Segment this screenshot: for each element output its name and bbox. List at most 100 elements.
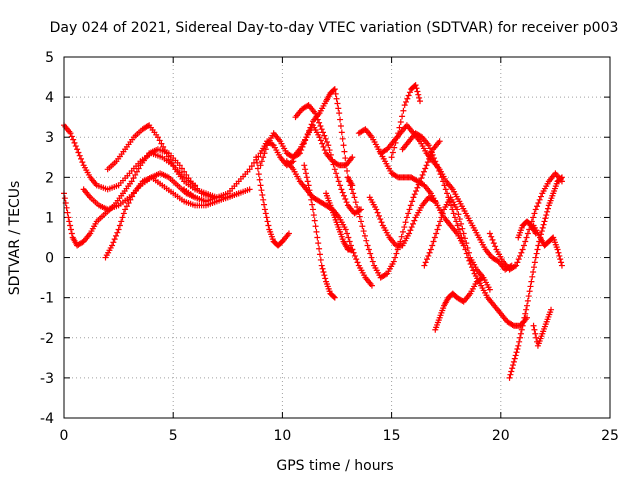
data-point xyxy=(307,124,314,131)
data-point xyxy=(355,208,362,215)
data-point xyxy=(257,182,264,189)
data-point xyxy=(346,178,353,185)
data-point xyxy=(558,174,565,181)
data-point xyxy=(533,250,540,257)
data-point xyxy=(399,228,406,235)
data-point xyxy=(509,321,516,328)
data-point xyxy=(438,174,445,181)
data-point xyxy=(167,156,174,163)
data-point xyxy=(532,206,539,213)
data-point xyxy=(181,168,188,175)
data-point xyxy=(342,226,349,233)
data-point xyxy=(342,195,349,202)
data-point xyxy=(317,122,324,129)
data-point xyxy=(322,135,329,142)
y-tick-label: -2 xyxy=(40,331,54,347)
data-point xyxy=(313,113,320,120)
data-point xyxy=(315,240,322,247)
data-point xyxy=(464,244,471,251)
data-point xyxy=(416,94,423,101)
data-point xyxy=(322,275,329,282)
data-point xyxy=(160,143,167,150)
data-point xyxy=(338,129,345,136)
data-point xyxy=(260,154,267,161)
data-point xyxy=(440,178,447,185)
data-point xyxy=(144,122,151,129)
data-point xyxy=(517,252,524,259)
data-point xyxy=(68,230,75,237)
series-arc-21 xyxy=(421,194,493,293)
data-point xyxy=(518,249,525,256)
data-point xyxy=(331,166,338,173)
data-point xyxy=(335,178,342,185)
data-point xyxy=(531,210,538,217)
data-point xyxy=(314,234,321,241)
data-point xyxy=(418,175,425,182)
data-point xyxy=(435,222,442,229)
data-point xyxy=(67,222,74,229)
data-point xyxy=(430,155,437,162)
series-arc-26 xyxy=(515,218,539,241)
data-point xyxy=(345,234,352,241)
data-point xyxy=(114,229,121,236)
data-point xyxy=(70,136,77,143)
y-tick-label: 0 xyxy=(45,251,54,267)
data-point xyxy=(428,148,435,155)
data-point xyxy=(111,236,118,243)
data-point xyxy=(320,268,327,275)
series-arc-15 xyxy=(355,126,467,249)
data-point xyxy=(321,132,328,139)
series-arc-4 xyxy=(104,122,242,201)
data-point xyxy=(437,218,444,225)
series-arc-3 xyxy=(102,174,253,261)
data-point xyxy=(344,230,351,237)
data-point xyxy=(448,202,455,209)
data-point xyxy=(374,209,381,216)
data-point xyxy=(429,242,436,249)
data-point xyxy=(314,116,321,123)
data-point xyxy=(524,302,531,309)
data-point xyxy=(304,131,311,138)
data-point xyxy=(71,139,78,146)
data-point xyxy=(515,256,522,263)
y-tick-label: 5 xyxy=(45,50,54,66)
data-point xyxy=(132,171,139,178)
data-point xyxy=(507,371,514,378)
data-point xyxy=(391,144,398,151)
data-point xyxy=(120,210,127,217)
data-point xyxy=(414,184,421,191)
data-point xyxy=(537,193,544,200)
data-point xyxy=(403,214,410,221)
data-point xyxy=(368,282,375,289)
data-point xyxy=(310,212,317,219)
data-point xyxy=(558,175,565,182)
data-point xyxy=(309,201,316,208)
data-point xyxy=(520,318,527,325)
data-point xyxy=(411,217,418,224)
data-point xyxy=(404,95,411,102)
data-point xyxy=(262,210,269,217)
data-point xyxy=(524,297,531,304)
data-point xyxy=(254,159,261,166)
series-arc-17 xyxy=(388,82,423,161)
data-point xyxy=(522,238,529,245)
data-point xyxy=(533,334,540,341)
data-point xyxy=(319,265,326,272)
data-point xyxy=(320,129,327,136)
data-point xyxy=(308,196,315,203)
data-point xyxy=(424,159,431,166)
data-point xyxy=(304,102,311,109)
data-point xyxy=(285,230,292,237)
data-point xyxy=(492,243,499,250)
data-point xyxy=(341,148,348,155)
data-point xyxy=(330,161,337,168)
data-point xyxy=(361,232,368,239)
data-point xyxy=(122,206,129,213)
data-point xyxy=(392,139,399,146)
data-point xyxy=(318,262,325,269)
data-point xyxy=(161,147,168,154)
data-point xyxy=(351,194,358,201)
data-point xyxy=(401,224,408,231)
data-point xyxy=(338,186,345,193)
data-point xyxy=(79,159,86,166)
